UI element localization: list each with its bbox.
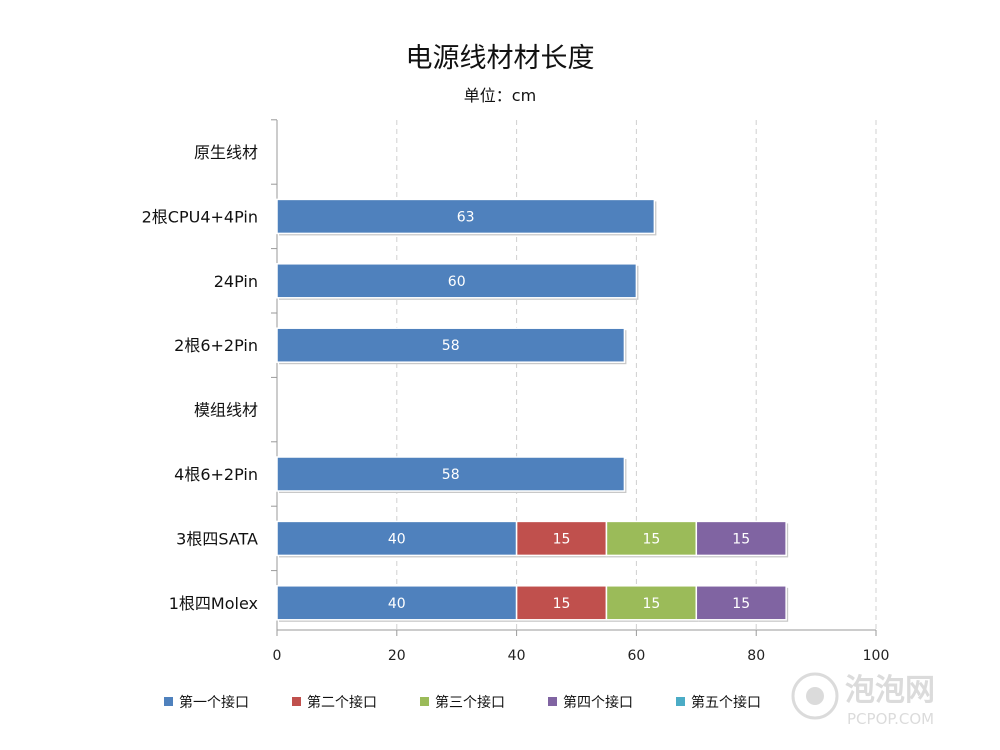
legend-label: 第一个接口 — [179, 694, 249, 711]
bar-segment — [276, 520, 518, 557]
legend-label: 第五个接口 — [691, 694, 761, 711]
watermark-site: PCPOP.COM — [847, 710, 934, 728]
bar-segment — [605, 585, 698, 621]
bar-value-label: 60 — [448, 274, 466, 290]
bar-value-label: 15 — [553, 531, 571, 547]
bar-value-label: 58 — [442, 338, 460, 354]
legend-label: 第四个接口 — [563, 694, 633, 711]
bar-value-label: 15 — [642, 596, 660, 612]
bar-value-label: 15 — [642, 531, 660, 547]
x-tick-label: 80 — [747, 648, 765, 664]
bar-value-label: 40 — [388, 596, 406, 612]
legend-swatch — [420, 697, 429, 706]
legend-item: 第二个接口 — [292, 694, 377, 711]
legend-item: 第一个接口 — [164, 694, 249, 711]
chart-subtitle: 单位：cm — [463, 86, 537, 105]
watermark-brand: 泡泡网 — [845, 673, 935, 708]
chart-title: 电源线材材长度 — [405, 43, 595, 74]
legend-swatch — [292, 697, 301, 706]
x-tick-label: 0 — [273, 648, 282, 664]
category-label: 原生线材 — [194, 143, 258, 162]
category-label: 3根四SATA — [176, 529, 258, 548]
bar-value-label: 15 — [553, 596, 571, 612]
legend-item: 第五个接口 — [676, 694, 761, 711]
x-tick-label: 40 — [508, 648, 526, 664]
bar-value-label: 15 — [732, 596, 750, 612]
category-label: 1根四Molex — [169, 594, 258, 613]
legend-item: 第四个接口 — [548, 694, 633, 711]
bar-segment — [276, 456, 626, 492]
bar-segment — [276, 585, 518, 621]
bar-value-label: 58 — [442, 467, 460, 483]
legend-item: 第三个接口 — [420, 694, 505, 711]
bar-value-label: 15 — [732, 531, 750, 547]
bar-value-label: 40 — [388, 531, 406, 547]
legend-swatch — [676, 697, 685, 706]
bar-value-label: 63 — [457, 209, 475, 225]
bar-segment — [695, 520, 787, 557]
legend: 第一个接口 第二个接口 第三个接口 第四个接口 第五个接口 — [164, 694, 761, 711]
bar-segment — [276, 327, 626, 363]
legend-label: 第三个接口 — [435, 694, 505, 711]
x-tick-label: 60 — [627, 648, 645, 664]
watermark-logo-icon — [791, 672, 839, 720]
legend-label: 第二个接口 — [307, 694, 377, 711]
bar-segment — [695, 585, 787, 621]
bar-segment — [276, 263, 638, 299]
x-tick-label: 100 — [863, 648, 890, 664]
category-label: 4根6+2Pin — [174, 465, 258, 484]
legend-swatch — [164, 697, 173, 706]
category-label: 2根CPU4+4Pin — [142, 207, 258, 226]
category-label: 模组线材 — [194, 401, 258, 420]
x-tick-label: 20 — [388, 648, 406, 664]
category-label: 24Pin — [214, 272, 258, 291]
watermark: 泡泡网 PCPOP.COM — [791, 672, 935, 728]
category-label: 2根6+2Pin — [174, 336, 258, 355]
bar-segment — [276, 198, 656, 235]
legend-swatch — [548, 697, 557, 706]
x-tick-labels: 0 20 40 60 80 100 — [273, 648, 890, 664]
bars: 63 60 58 58 40 15 15 15 40 15 15 15 — [276, 198, 789, 622]
bar-segment — [605, 520, 698, 557]
category-labels: 原生线材 2根CPU4+4Pin 24Pin 2根6+2Pin 模组线材 4根6+2Pin… — [142, 143, 258, 613]
axes — [271, 119, 877, 636]
